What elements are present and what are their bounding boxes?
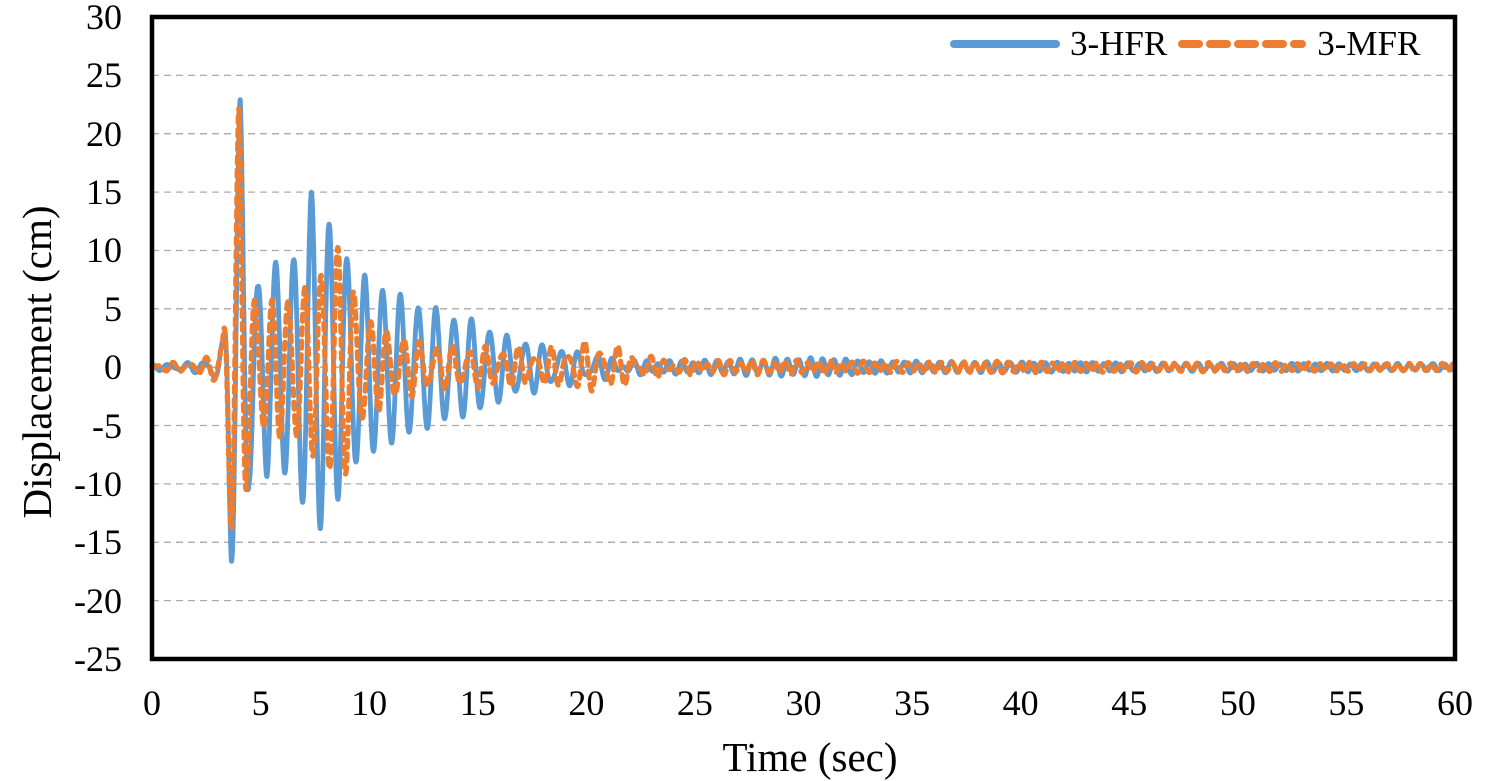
legend-label-3-hfr: 3-HFR (1070, 24, 1168, 63)
x-axis-title: Time (sec) (722, 734, 898, 780)
legend-swatch-3-hfr (950, 40, 1060, 48)
series-3-hfr (149, 97, 1458, 564)
series-3-mfr (149, 105, 1458, 532)
legend-label-3-mfr: 3-MFR (1317, 24, 1421, 63)
plot-border (149, 14, 1458, 662)
legend-dash-swatch-3-mfr (1178, 40, 1307, 48)
legend: 3-HFR 3-MFR (950, 24, 1420, 64)
y-axis-title: Displacement (cm) (14, 205, 60, 519)
